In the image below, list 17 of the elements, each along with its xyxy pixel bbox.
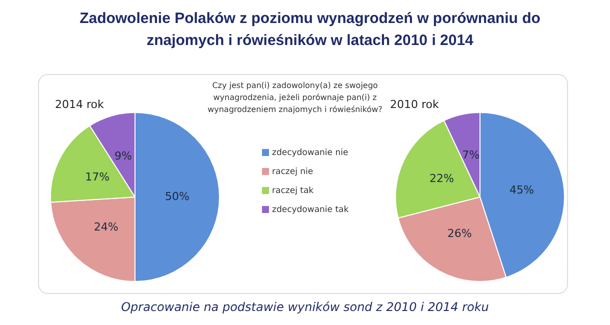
data-label: 50% bbox=[165, 190, 190, 203]
legend-label: zdecydowanie nie bbox=[271, 148, 349, 158]
slice-label: 2014 rok bbox=[55, 98, 104, 111]
data-label: 26% bbox=[447, 226, 472, 240]
slice-label: 2010 rok bbox=[390, 98, 439, 111]
text: Opracowanie na podstawie wyników sond z 2010 i 2014 roku bbox=[120, 300, 490, 314]
legend-label: raczej tak bbox=[271, 186, 315, 196]
data-label: 17% bbox=[85, 170, 110, 184]
data-label: 45% bbox=[510, 183, 534, 196]
legend-label: raczej nie bbox=[271, 167, 314, 177]
legend-label: zdecydowanie tak bbox=[271, 205, 349, 215]
text: Zadowolenie Polaków z poziomu wynagrodzeń w porównaniu do znajomych i rówieśników w latach 2010 i 2014 bbox=[78, 9, 542, 51]
data-label: 24% bbox=[94, 220, 118, 234]
legend-title: Czy jest pan(i) zadowolony(a) ze swojego wynagrodzenia, jeżeli porównaje pan(i) z wynagrodzeniem znajomych i rówieśników? bbox=[206, 80, 384, 116]
data-label: 9% bbox=[114, 149, 132, 162]
data-label: 7% bbox=[462, 148, 480, 162]
data-label: 22% bbox=[430, 172, 454, 185]
